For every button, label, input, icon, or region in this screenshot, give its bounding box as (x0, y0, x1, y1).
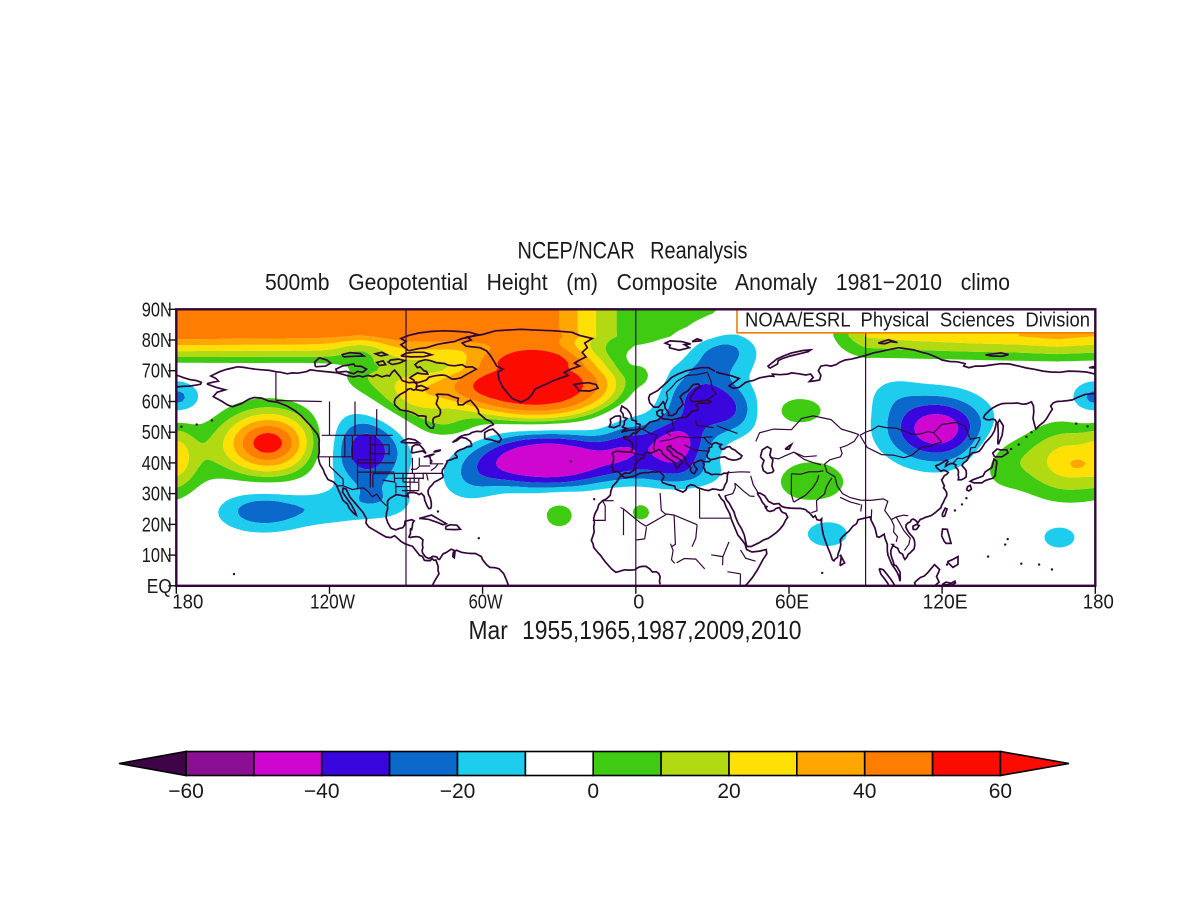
svg-text:180: 180 (1083, 591, 1114, 613)
svg-text:40: 40 (853, 780, 876, 803)
svg-text:NOAA/ESRL Physical Sciences Di: NOAA/ESRL Physical Sciences Division (745, 310, 1090, 332)
svg-text:50N: 50N (142, 422, 172, 444)
svg-text:60E: 60E (775, 591, 809, 613)
svg-text:500mb Geopotential Height (m): 500mb Geopotential Height (m) Composite … (265, 269, 1010, 295)
svg-text:EQ: EQ (147, 576, 172, 598)
svg-text:10N: 10N (142, 545, 172, 567)
svg-text:60W: 60W (469, 591, 503, 613)
svg-text:120E: 120E (923, 591, 968, 613)
svg-text:180: 180 (172, 591, 203, 613)
svg-text:−60: −60 (168, 780, 204, 803)
svg-text:−20: −20 (440, 780, 476, 803)
svg-text:0: 0 (587, 780, 599, 803)
svg-text:120W: 120W (310, 591, 355, 613)
svg-text:80N: 80N (142, 330, 172, 352)
svg-text:70N: 70N (142, 361, 172, 383)
svg-text:20: 20 (717, 780, 740, 803)
svg-text:40N: 40N (142, 453, 172, 475)
svg-text:NCEP/NCAR Reanalysis: NCEP/NCAR Reanalysis (518, 238, 748, 265)
svg-text:20N: 20N (142, 514, 172, 536)
svg-text:Mar 1955,1965,1987,2009,2010: Mar 1955,1965,1987,2009,2010 (469, 615, 802, 645)
svg-text:60: 60 (989, 780, 1012, 803)
svg-text:30N: 30N (142, 484, 172, 506)
svg-text:0: 0 (633, 591, 644, 613)
svg-text:60N: 60N (142, 392, 172, 414)
svg-text:90N: 90N (142, 299, 172, 321)
svg-text:−40: −40 (304, 780, 340, 803)
